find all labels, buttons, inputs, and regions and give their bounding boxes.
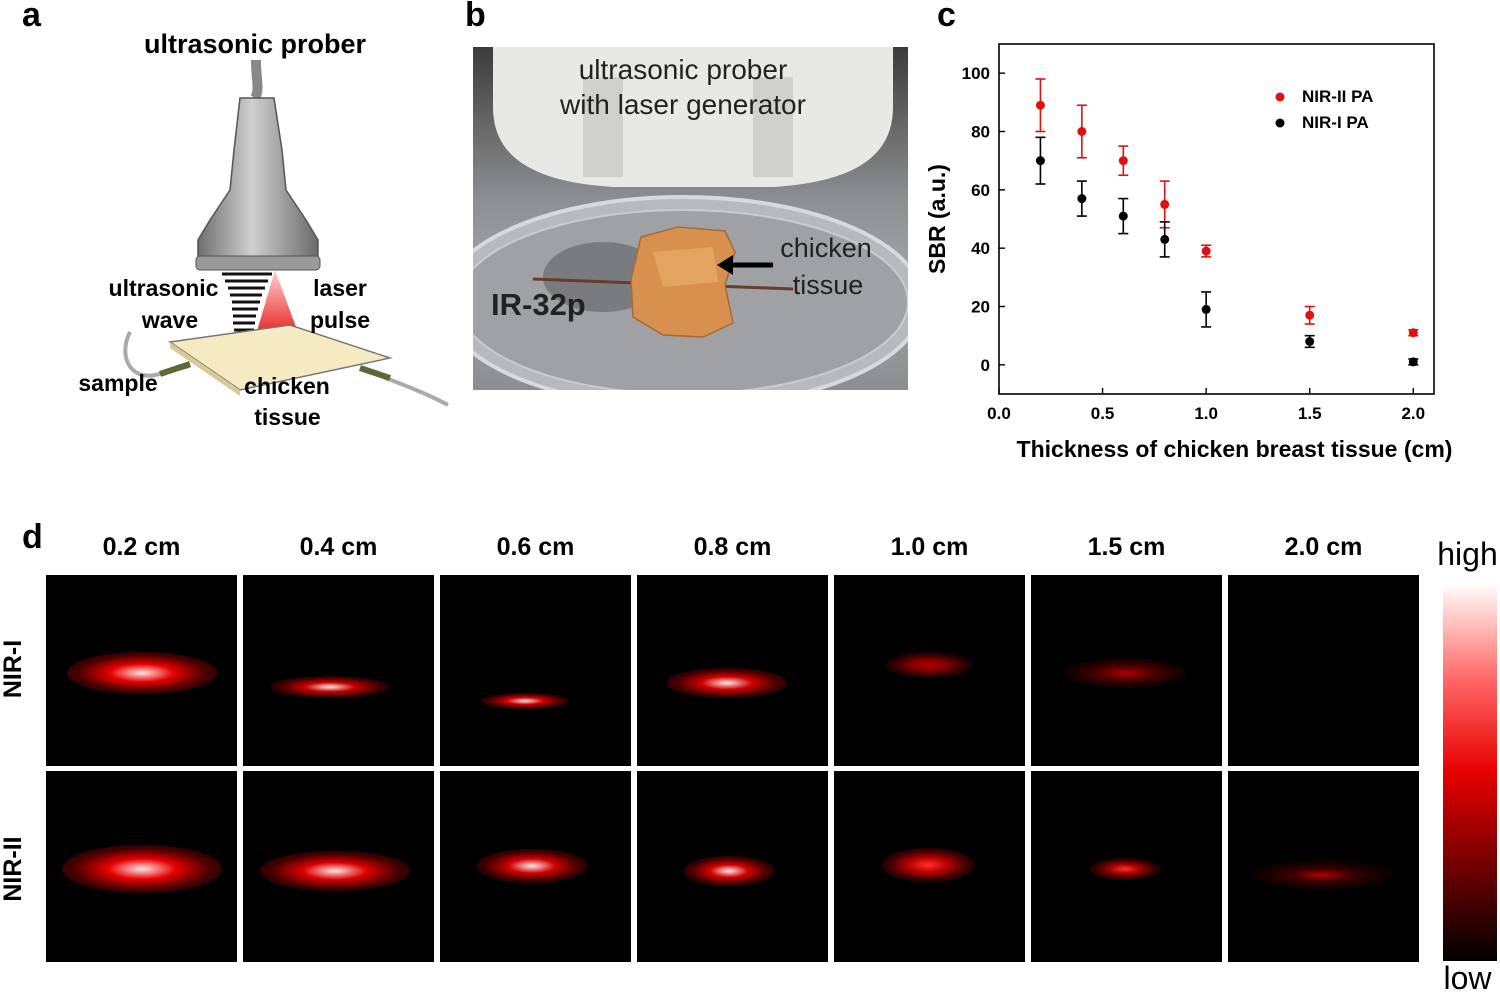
pa-image-tile xyxy=(46,575,237,766)
legend-marker xyxy=(1275,118,1285,128)
photo-label-line1: ultrasonic prober xyxy=(578,54,788,85)
x-tick-label: 1.5 xyxy=(1298,404,1322,423)
photo-label-line2: with laser generator xyxy=(560,89,806,120)
data-point xyxy=(1077,127,1087,136)
y-tick-label: 100 xyxy=(962,64,990,83)
column-header: 1.0 cm xyxy=(890,533,969,561)
label-sample: sample xyxy=(78,370,158,396)
probe-name-label: IR-32p xyxy=(491,287,586,322)
pa-image-tile xyxy=(1031,575,1222,766)
panel-d-letter: d xyxy=(22,518,43,556)
chicken-tissue-slab xyxy=(167,324,393,391)
pa-signal-spot xyxy=(62,845,222,893)
pa-image-tile xyxy=(243,771,434,962)
pa-signal-spot xyxy=(1066,658,1186,688)
data-point xyxy=(1408,357,1418,367)
pa-signal-spot xyxy=(477,849,587,883)
pa-image-tile xyxy=(637,575,828,766)
panel-b-letter: b xyxy=(465,0,486,34)
pa-image-tile xyxy=(440,771,631,962)
column-header: 1.5 cm xyxy=(1087,533,1166,561)
y-tick-label: 20 xyxy=(971,298,990,317)
pa-signal-spot xyxy=(260,851,410,891)
laser-pulse-cone xyxy=(255,270,300,338)
pa-image-tile xyxy=(834,575,1025,766)
prober-title: ultrasonic prober xyxy=(143,29,367,59)
label-ultrasonic: ultrasonic xyxy=(108,275,219,301)
pa-image-tile xyxy=(834,771,1025,962)
pa-signal-spot xyxy=(482,693,568,709)
data-point xyxy=(1077,194,1087,204)
row-label-nir-i: NIR-I xyxy=(0,639,27,699)
pa-image-tile xyxy=(1228,575,1419,766)
pa-image-tile xyxy=(46,771,237,962)
pa-signal-spot xyxy=(271,676,389,698)
panel-c-letter: c xyxy=(937,0,956,34)
pa-image-tile xyxy=(440,575,631,766)
data-point xyxy=(1408,328,1418,338)
pa-signal-spot xyxy=(1090,858,1160,880)
legend-label: NIR-II PA xyxy=(1302,87,1373,106)
y-tick-label: 80 xyxy=(971,123,990,142)
sbr-chart: 0.0 0.5 1.0 1.5 2.0 0 20 40 60 80 100 Thickness of … xyxy=(924,43,1453,462)
column-header: 0.4 cm xyxy=(299,533,378,561)
label-laser: laser xyxy=(313,275,367,301)
y-tick-label: 60 xyxy=(971,181,990,200)
column-header: 0.6 cm xyxy=(496,533,575,561)
column-header: 0.2 cm xyxy=(102,533,181,561)
arrow-head xyxy=(717,255,733,275)
pa-signal-spot xyxy=(684,856,774,886)
row-label-nir-ii: NIR-II xyxy=(0,836,27,902)
pa-signal-spot xyxy=(667,668,787,698)
legend-marker xyxy=(1275,92,1285,102)
experiment-photo: ultrasonic prober with laser generator c… xyxy=(473,47,908,390)
data-point xyxy=(1035,156,1045,166)
pa-signal-spot xyxy=(882,848,974,882)
colorbar-low-label: low xyxy=(1443,960,1492,996)
label-tissue: tissue xyxy=(254,404,321,430)
x-axis-label: Thickness of chicken breast tissue (cm) xyxy=(1017,436,1453,462)
probe-cable xyxy=(250,60,263,101)
probe-head xyxy=(195,255,321,271)
pa-signal-spot xyxy=(886,652,972,678)
data-point xyxy=(1160,199,1170,209)
plot-frame xyxy=(998,43,1435,395)
x-tick-label: 0.5 xyxy=(1091,404,1115,423)
label-pulse: pulse xyxy=(309,307,371,333)
photo-scene xyxy=(473,47,908,390)
data-point xyxy=(1305,310,1315,320)
data-point xyxy=(1160,234,1170,244)
column-header: 0.8 cm xyxy=(693,533,772,561)
pa-signal-spot xyxy=(1252,860,1392,890)
panel-a-letter: a xyxy=(22,0,41,34)
pa-image-tile xyxy=(243,575,434,766)
ultrasound-setup-diagram xyxy=(123,60,449,407)
colorbar-high-label: high xyxy=(1437,536,1498,572)
pa-image-tile xyxy=(1031,771,1222,962)
pa-image-tile xyxy=(1228,771,1419,962)
label-wave: wave xyxy=(141,307,199,333)
y-axis-label: SBR (a.u.) xyxy=(924,164,950,274)
data-point xyxy=(1305,337,1315,346)
y-tick-label: 40 xyxy=(971,239,990,258)
probe-body xyxy=(197,97,319,266)
pa-image-tile xyxy=(637,771,828,962)
photo-label-tissue: tissue xyxy=(792,270,864,300)
x-tick-label: 0.0 xyxy=(987,404,1011,423)
sample-tube xyxy=(123,331,191,378)
label-chicken: chicken xyxy=(244,373,330,399)
data-point xyxy=(1118,156,1128,166)
column-header: 2.0 cm xyxy=(1284,533,1363,561)
legend-label: NIR-I PA xyxy=(1302,113,1369,132)
data-point xyxy=(1118,211,1128,221)
data-point xyxy=(1201,304,1211,314)
data-point xyxy=(1201,246,1211,256)
x-tick-label: 1.0 xyxy=(1194,404,1218,423)
data-point xyxy=(1035,100,1045,110)
photo-label-chicken: chicken xyxy=(780,233,872,263)
x-tick-label: 2.0 xyxy=(1401,404,1425,423)
y-tick-label: 0 xyxy=(981,356,990,375)
pa-signal-spot xyxy=(67,652,217,694)
colorbar xyxy=(1443,583,1497,961)
